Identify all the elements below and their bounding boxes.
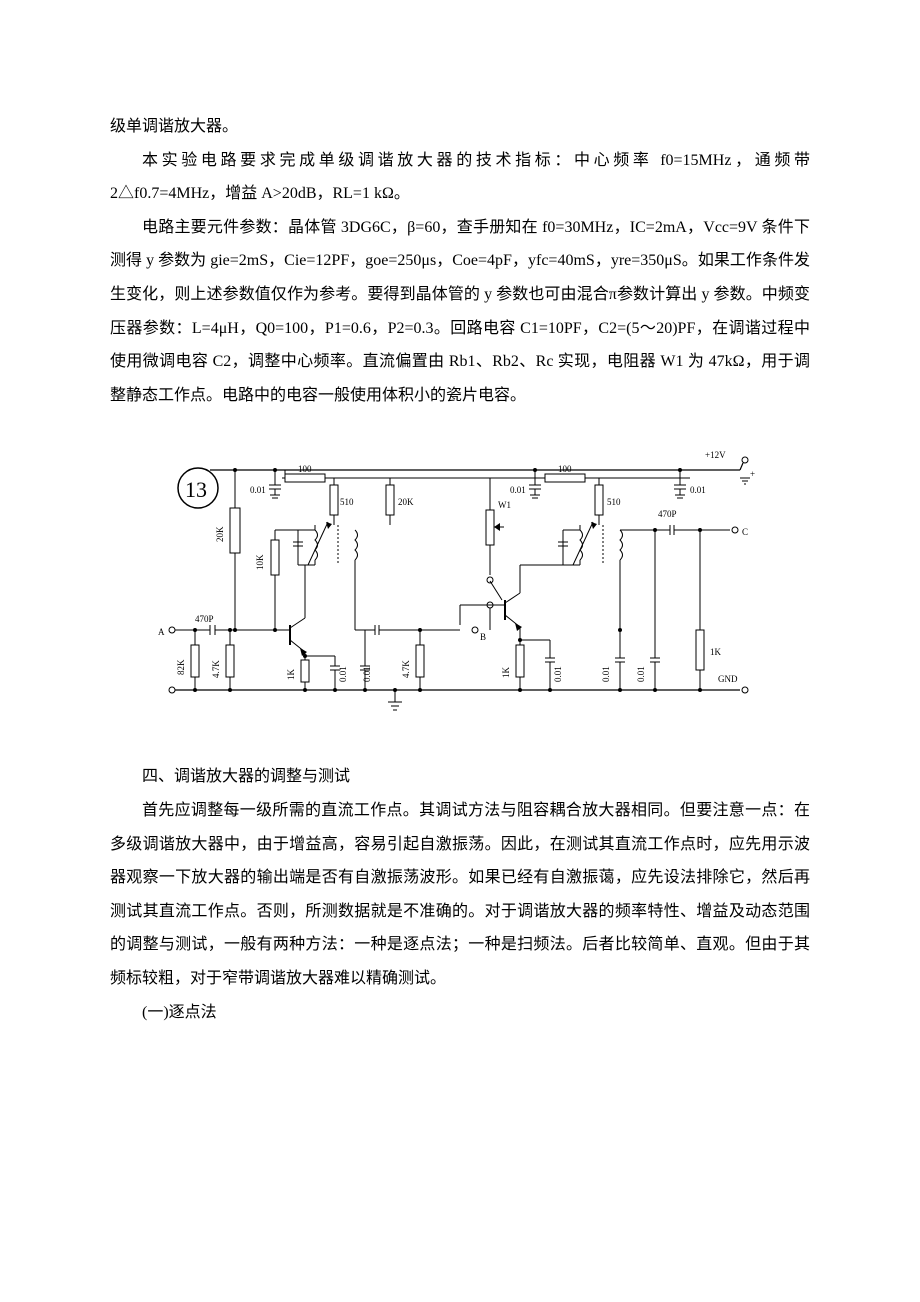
tune-arrow-1 bbox=[308, 522, 328, 565]
label-w1: W1 bbox=[498, 500, 511, 510]
label-c: C bbox=[742, 527, 748, 537]
pot-w1 bbox=[486, 510, 494, 545]
circuit-figure: +12V + GND 13 20K bbox=[150, 430, 770, 730]
resistor-47kb bbox=[416, 645, 424, 677]
label-470pb: 470P bbox=[658, 509, 677, 519]
terminal-a bbox=[169, 627, 175, 633]
label-510a: 510 bbox=[340, 497, 354, 507]
label-001d: 0.01 bbox=[362, 667, 372, 683]
paragraph-spec: 本实验电路要求完成单级调谐放大器的技术指标：中心频率 f0=15MHz，通频带 … bbox=[110, 144, 810, 211]
resistor-47ka bbox=[226, 645, 234, 677]
label-b: B bbox=[480, 632, 486, 642]
label-001g: 0.01 bbox=[636, 667, 646, 683]
label-1kb: 1K bbox=[501, 667, 511, 679]
terminal-b bbox=[472, 627, 478, 633]
paragraph-adjust: 首先应调整每一级所需的直流工作点。其调试方法与阻容耦合放大器相同。但要注意一点：… bbox=[110, 794, 810, 996]
page: 级单调谐放大器。 本实验电路要求完成单级调谐放大器的技术指标：中心频率 f0=1… bbox=[0, 0, 920, 1302]
label-47ka: 4.7K bbox=[211, 660, 221, 678]
label-47kb: 4.7K bbox=[401, 660, 411, 678]
circuit-svg: +12V + GND 13 20K bbox=[150, 430, 770, 730]
circuit-figure-wrap: +12V + GND 13 20K bbox=[110, 430, 810, 730]
label-plus: + bbox=[750, 469, 755, 479]
label-1kc: 1K bbox=[710, 647, 722, 657]
inductor-t1-sec bbox=[355, 530, 358, 560]
resistor-20k-left bbox=[230, 508, 240, 553]
terminal-gnd-right bbox=[742, 687, 748, 693]
label-10k: 10K bbox=[255, 554, 265, 570]
resistor-1kb bbox=[516, 645, 524, 677]
label-20k-left: 20K bbox=[215, 526, 225, 542]
resistor-100b bbox=[545, 474, 585, 482]
resistor-20kb bbox=[386, 485, 394, 515]
label-001c: 0.01 bbox=[338, 667, 348, 683]
resistor-10k bbox=[271, 540, 279, 575]
paragraph-method-1: (一)逐点法 bbox=[110, 996, 810, 1030]
terminal-v12 bbox=[742, 457, 748, 463]
resistor-1ka bbox=[301, 660, 309, 682]
label-gnd: GND bbox=[718, 674, 738, 684]
label-001b: 0.01 bbox=[510, 485, 526, 495]
switch-node-top bbox=[487, 577, 493, 583]
tune-arrow-2 bbox=[573, 522, 593, 565]
label-001a: 0.01 bbox=[250, 485, 266, 495]
label-12v: +12V bbox=[705, 450, 726, 460]
terminal-gnd-left bbox=[169, 687, 175, 693]
resistor-100-a bbox=[285, 474, 325, 482]
badge-text: 13 bbox=[185, 477, 207, 502]
label-a: A bbox=[158, 627, 165, 637]
paragraph-params: 电路主要元件参数：晶体管 3DG6C，β=60，查手册知在 f0=30MHz，I… bbox=[110, 211, 810, 413]
resistor-82k bbox=[191, 645, 199, 677]
label-001e: 0.01 bbox=[553, 667, 563, 683]
inductor-t2-sec bbox=[620, 530, 623, 560]
section-heading-4: 四、调谐放大器的调整与测试 bbox=[110, 760, 810, 794]
resistor-1kc bbox=[696, 630, 704, 670]
switch-blade bbox=[490, 581, 502, 600]
label-20kb: 20K bbox=[398, 497, 414, 507]
label-1ka: 1K bbox=[286, 669, 296, 681]
paragraph-continuation: 级单调谐放大器。 bbox=[110, 110, 810, 144]
label-510b: 510 bbox=[607, 497, 621, 507]
resistor-510a bbox=[330, 485, 338, 515]
label-001f: 0.01 bbox=[601, 667, 611, 683]
label-100a: 100 bbox=[298, 464, 312, 474]
resistor-510b bbox=[595, 485, 603, 515]
label-470pa: 470P bbox=[195, 614, 214, 624]
label-001h: 0.01 bbox=[690, 485, 706, 495]
terminal-c bbox=[732, 527, 738, 533]
label-82k: 82K bbox=[176, 659, 186, 675]
label-100b: 100 bbox=[558, 464, 572, 474]
